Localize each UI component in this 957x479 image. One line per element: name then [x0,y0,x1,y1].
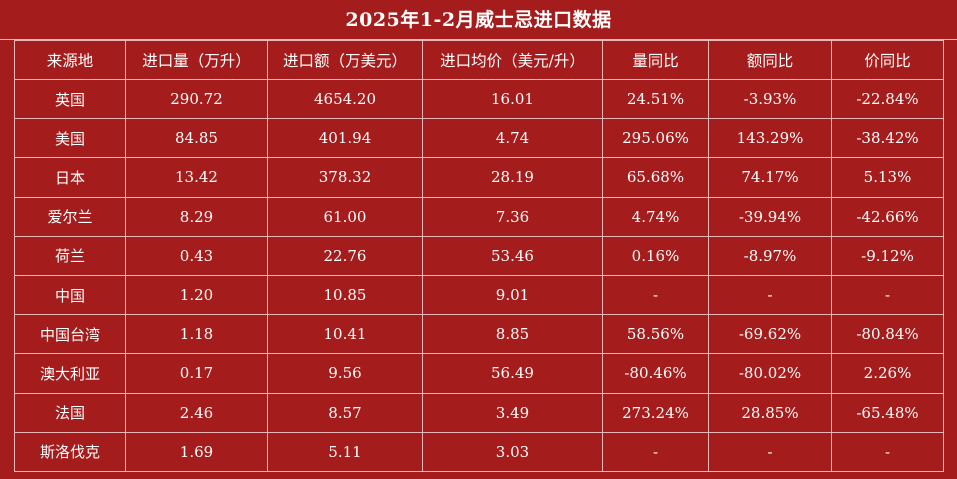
cell-value: 4654.20 [267,78,423,120]
cell-volume: 84.85 [125,118,268,159]
cell-avg-price: 3.03 [422,431,603,473]
cell-volume: 1.20 [125,274,268,316]
cell-volume-yoy: 273.24% [602,392,709,433]
cell-volume: 1.69 [125,431,268,473]
table-row: 日本 13.42 378.32 28.19 65.68% 74.17% 5.13% [14,157,944,198]
table-row: 中国台湾 1.18 10.41 8.85 58.56% -69.62% -80.84% [14,314,944,355]
cell-price-yoy: 2.26% [831,353,944,394]
cell-price-yoy: -80.84% [831,314,944,355]
cell-avg-price: 28.19 [422,157,603,198]
cell-value-yoy: 28.85% [708,392,832,433]
cell-origin: 荷兰 [14,235,126,276]
cell-value-yoy: -8.97% [708,235,832,276]
column-header-value: 进口额（万美元） [267,40,423,80]
cell-volume-yoy: 58.56% [602,314,709,355]
cell-value-yoy: 74.17% [708,157,832,198]
cell-volume: 290.72 [125,78,268,120]
cell-origin: 中国台湾 [14,314,126,355]
table-header: 来源地 进口量（万升） 进口额（万美元） 进口均价（美元/升） 量同比 额同比 … [14,40,944,80]
table-row: 澳大利亚 0.17 9.56 56.49 -80.46% -80.02% 2.26% [14,353,944,394]
cell-value: 61.00 [267,196,423,237]
cell-volume: 13.42 [125,157,268,198]
table-title: 2025年1-2月威士忌进口数据 [0,0,957,40]
cell-avg-price: 56.49 [422,353,603,394]
import-data-table: 来源地 进口量（万升） 进口额（万美元） 进口均价（美元/升） 量同比 额同比 … [14,40,944,473]
cell-value: 8.57 [267,392,423,433]
cell-origin: 中国 [14,274,126,316]
column-header-price-yoy: 价同比 [831,40,944,80]
cell-value-yoy: 143.29% [708,118,832,159]
cell-price-yoy: -65.48% [831,392,944,433]
cell-value-yoy: -39.94% [708,196,832,237]
cell-volume-yoy: - [602,431,709,473]
cell-origin: 日本 [14,157,126,198]
cell-value-yoy: -3.93% [708,78,832,120]
cell-origin: 澳大利亚 [14,353,126,394]
header-row: 来源地 进口量（万升） 进口额（万美元） 进口均价（美元/升） 量同比 额同比 … [14,40,944,80]
cell-avg-price: 7.36 [422,196,603,237]
table-row: 法国 2.46 8.57 3.49 273.24% 28.85% -65.48% [14,392,944,433]
cell-price-yoy: -9.12% [831,235,944,276]
cell-value: 10.41 [267,314,423,355]
cell-price-yoy: -42.66% [831,196,944,237]
column-header-avg-price: 进口均价（美元/升） [422,40,603,80]
table-body: 英国 290.72 4654.20 16.01 24.51% -3.93% -22.84% 美… [14,78,944,473]
cell-volume-yoy: 4.74% [602,196,709,237]
table-row: 英国 290.72 4654.20 16.01 24.51% -3.93% -22.84% [14,78,944,120]
cell-value-yoy: -80.02% [708,353,832,394]
cell-value: 378.32 [267,157,423,198]
cell-value: 22.76 [267,235,423,276]
cell-price-yoy: 5.13% [831,157,944,198]
cell-price-yoy: -22.84% [831,78,944,120]
cell-value: 9.56 [267,353,423,394]
cell-avg-price: 8.85 [422,314,603,355]
cell-value: 401.94 [267,118,423,159]
table-row: 爱尔兰 8.29 61.00 7.36 4.74% -39.94% -42.66% [14,196,944,237]
cell-volume-yoy: 65.68% [602,157,709,198]
cell-avg-price: 9.01 [422,274,603,316]
cell-avg-price: 53.46 [422,235,603,276]
cell-origin: 美国 [14,118,126,159]
column-header-volume-yoy: 量同比 [602,40,709,80]
cell-origin: 英国 [14,78,126,120]
table-row: 中国 1.20 10.85 9.01- - - [14,274,944,316]
table-row: 斯洛伐克 1.69 5.11 3.03- - - [14,431,944,473]
cell-volume: 0.17 [125,353,268,394]
cell-volume: 1.18 [125,314,268,355]
cell-volume-yoy: 0.16% [602,235,709,276]
cell-volume: 0.43 [125,235,268,276]
column-header-origin: 来源地 [14,40,126,80]
cell-origin: 斯洛伐克 [14,431,126,473]
cell-volume: 2.46 [125,392,268,433]
table-row: 荷兰 0.43 22.76 53.46 0.16% -8.97% -9.12% [14,235,944,276]
cell-volume-yoy: -80.46% [602,353,709,394]
cell-value-yoy: -69.62% [708,314,832,355]
cell-origin: 法国 [14,392,126,433]
column-header-volume: 进口量（万升） [125,40,268,80]
cell-volume-yoy: 295.06% [602,118,709,159]
cell-volume: 8.29 [125,196,268,237]
cell-origin: 爱尔兰 [14,196,126,237]
cell-value-yoy: - [708,274,832,316]
cell-value-yoy: - [708,431,832,473]
table-row: 美国 84.85 401.94 4.74 295.06% 143.29% -38.42% [14,118,944,159]
column-header-value-yoy: 额同比 [708,40,832,80]
cell-avg-price: 16.01 [422,78,603,120]
cell-price-yoy: - [831,431,944,473]
cell-avg-price: 4.74 [422,118,603,159]
cell-value: 10.85 [267,274,423,316]
cell-volume-yoy: 24.51% [602,78,709,120]
cell-volume-yoy: - [602,274,709,316]
cell-price-yoy: - [831,274,944,316]
cell-price-yoy: -38.42% [831,118,944,159]
cell-value: 5.11 [267,431,423,473]
cell-avg-price: 3.49 [422,392,603,433]
